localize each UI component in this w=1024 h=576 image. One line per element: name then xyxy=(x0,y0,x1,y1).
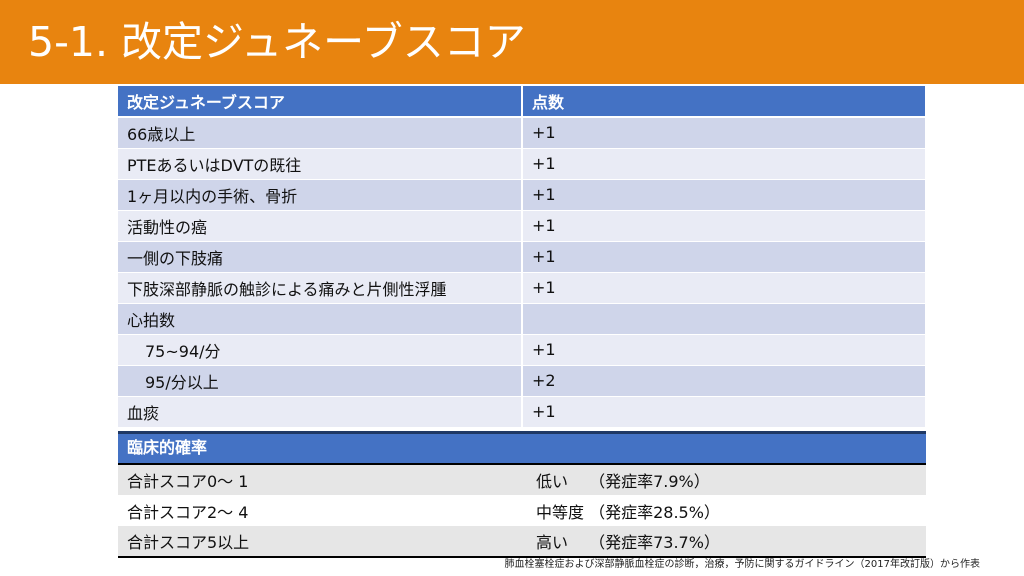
table-row: 下肢深部静脈の触診による痛みと片側性浮腫 +1 xyxy=(118,272,927,304)
table-row: 合計スコア5以上 高い （発症率73.7%） xyxy=(118,526,926,558)
criterion-sublabel: 95/分以上 xyxy=(118,365,523,397)
criterion-points: +1 xyxy=(522,117,927,149)
table-row: 1ヶ月以内の手術、骨折 +1 xyxy=(118,179,927,211)
probability-table-header: 臨床的確率 xyxy=(118,431,926,463)
criterion-label: 一側の下肢痛 xyxy=(118,241,523,273)
table-row: 95/分以上 +2 xyxy=(118,365,927,397)
criterion-sublabel: 75~94/分 xyxy=(118,334,523,366)
geneva-score-table: 改定ジュネーブスコア 点数 66歳以上 +1 PTEあるいはDVTの既往 +1 … xyxy=(118,86,927,428)
criterion-points: +1 xyxy=(522,272,927,304)
criterion-points: +1 xyxy=(522,396,927,428)
score-range: 合計スコア5以上 xyxy=(118,526,522,558)
table-row: 心拍数 xyxy=(118,303,927,335)
score-table-header-points: 点数 xyxy=(522,86,927,118)
criterion-points: +1 xyxy=(522,334,927,366)
criterion-points xyxy=(522,303,927,335)
criterion-points: +2 xyxy=(522,365,927,397)
criterion-label: 1ヶ月以内の手術、骨折 xyxy=(118,179,523,211)
criterion-points: +1 xyxy=(522,148,927,180)
criterion-label: 心拍数 xyxy=(118,303,523,335)
table-row: 一側の下肢痛 +1 xyxy=(118,241,927,273)
table-row: 合計スコア2～ 4 中等度 （発症率28.5%） xyxy=(118,495,926,526)
score-table-header-row: 改定ジュネーブスコア 点数 xyxy=(118,86,927,118)
source-footnote: 肺血栓塞栓症および深部静脈血栓症の診断，治療，予防に関するガイドライン（2017… xyxy=(504,559,980,570)
score-range: 合計スコア2～ 4 xyxy=(118,495,522,526)
criterion-label: 下肢深部静脈の触診による痛みと片側性浮腫 xyxy=(118,272,523,304)
clinical-probability-table: 合計スコア0～ 1 低い （発症率7.9%） 合計スコア2～ 4 中等度 （発症… xyxy=(118,463,926,558)
criterion-points: +1 xyxy=(522,179,927,211)
criterion-label: PTEあるいはDVTの既往 xyxy=(118,148,523,180)
table-row: 血痰 +1 xyxy=(118,396,927,428)
criterion-points: +1 xyxy=(522,210,927,242)
slide-title: 5-1. 改定ジュネーブスコア xyxy=(28,18,526,66)
table-row: PTEあるいはDVTの既往 +1 xyxy=(118,148,927,180)
criterion-label: 血痰 xyxy=(118,396,523,428)
title-bar: 5-1. 改定ジュネーブスコア xyxy=(0,0,1024,84)
table-row: 活動性の癌 +1 xyxy=(118,210,927,242)
criterion-label: 活動性の癌 xyxy=(118,210,523,242)
table-row: 66歳以上 +1 xyxy=(118,117,927,149)
probability-level: 中等度 （発症率28.5%） xyxy=(522,495,926,526)
score-table-header-item: 改定ジュネーブスコア xyxy=(118,86,523,118)
score-range: 合計スコア0～ 1 xyxy=(118,463,522,495)
criterion-label: 66歳以上 xyxy=(118,117,523,149)
table-row: 75~94/分 +1 xyxy=(118,334,927,366)
criterion-points: +1 xyxy=(522,241,927,273)
table-row: 合計スコア0～ 1 低い （発症率7.9%） xyxy=(118,463,926,495)
probability-level: 低い （発症率7.9%） xyxy=(522,463,926,495)
probability-level: 高い （発症率73.7%） xyxy=(522,526,926,558)
